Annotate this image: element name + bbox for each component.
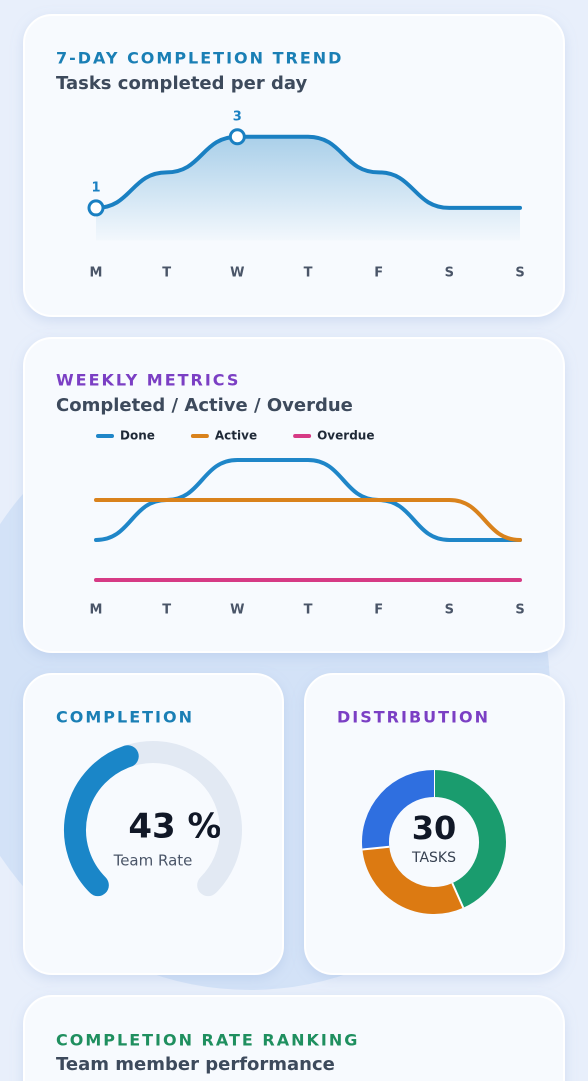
x-tick-label: T [162, 603, 171, 618]
card-title: COMPLETION RATE RANKING [56, 1031, 359, 1050]
x-tick-label: S [515, 603, 524, 618]
x-tick-label: T [304, 266, 313, 281]
card-title: DISTRIBUTION [337, 708, 490, 727]
donut-segment [433, 770, 506, 908]
card-subtitle: Tasks completed per day [56, 73, 308, 94]
x-tick-label: M [90, 603, 103, 618]
x-tick-label: W [230, 603, 244, 618]
donut-label: TASKS [411, 850, 456, 866]
donut-separator [362, 845, 390, 851]
x-tick-label: S [445, 266, 454, 281]
card [23, 995, 565, 1081]
area [96, 136, 520, 241]
point [228, 128, 246, 146]
card [304, 673, 565, 975]
card-title: WEEKLY METRICS [56, 371, 240, 390]
card [23, 673, 284, 975]
donut-segment [362, 770, 435, 850]
line [94, 497, 522, 542]
legend-label: Active [215, 429, 257, 443]
gauge-fill [64, 745, 139, 897]
x-tick-label: T [304, 603, 313, 618]
line [94, 134, 522, 210]
point [87, 199, 105, 217]
x-tick-label: F [374, 266, 383, 281]
donut-separator [451, 882, 465, 909]
x-tick-label: T [162, 266, 171, 281]
donut-total: 30 [412, 809, 457, 847]
legend-label: Done [120, 429, 155, 443]
card-title: COMPLETION [56, 708, 194, 727]
legend-label: Overdue [317, 429, 374, 443]
data-label: 1 [91, 180, 100, 195]
donut-segment [362, 846, 464, 914]
card-subtitle: Completed / Active / Overdue [56, 395, 353, 416]
x-tick-label: W [230, 266, 244, 281]
gauge-value: 43 % [128, 807, 221, 847]
card-subtitle: Team member performance [56, 1054, 335, 1075]
x-tick-label: F [374, 603, 383, 618]
data-label: 3 [233, 109, 242, 124]
card [23, 337, 565, 653]
gauge-label: Team Rate [113, 852, 193, 870]
card-title: 7-DAY COMPLETION TREND [56, 49, 343, 68]
x-tick-label: M [90, 266, 103, 281]
x-tick-label: S [445, 603, 454, 618]
x-tick-label: S [515, 266, 524, 281]
